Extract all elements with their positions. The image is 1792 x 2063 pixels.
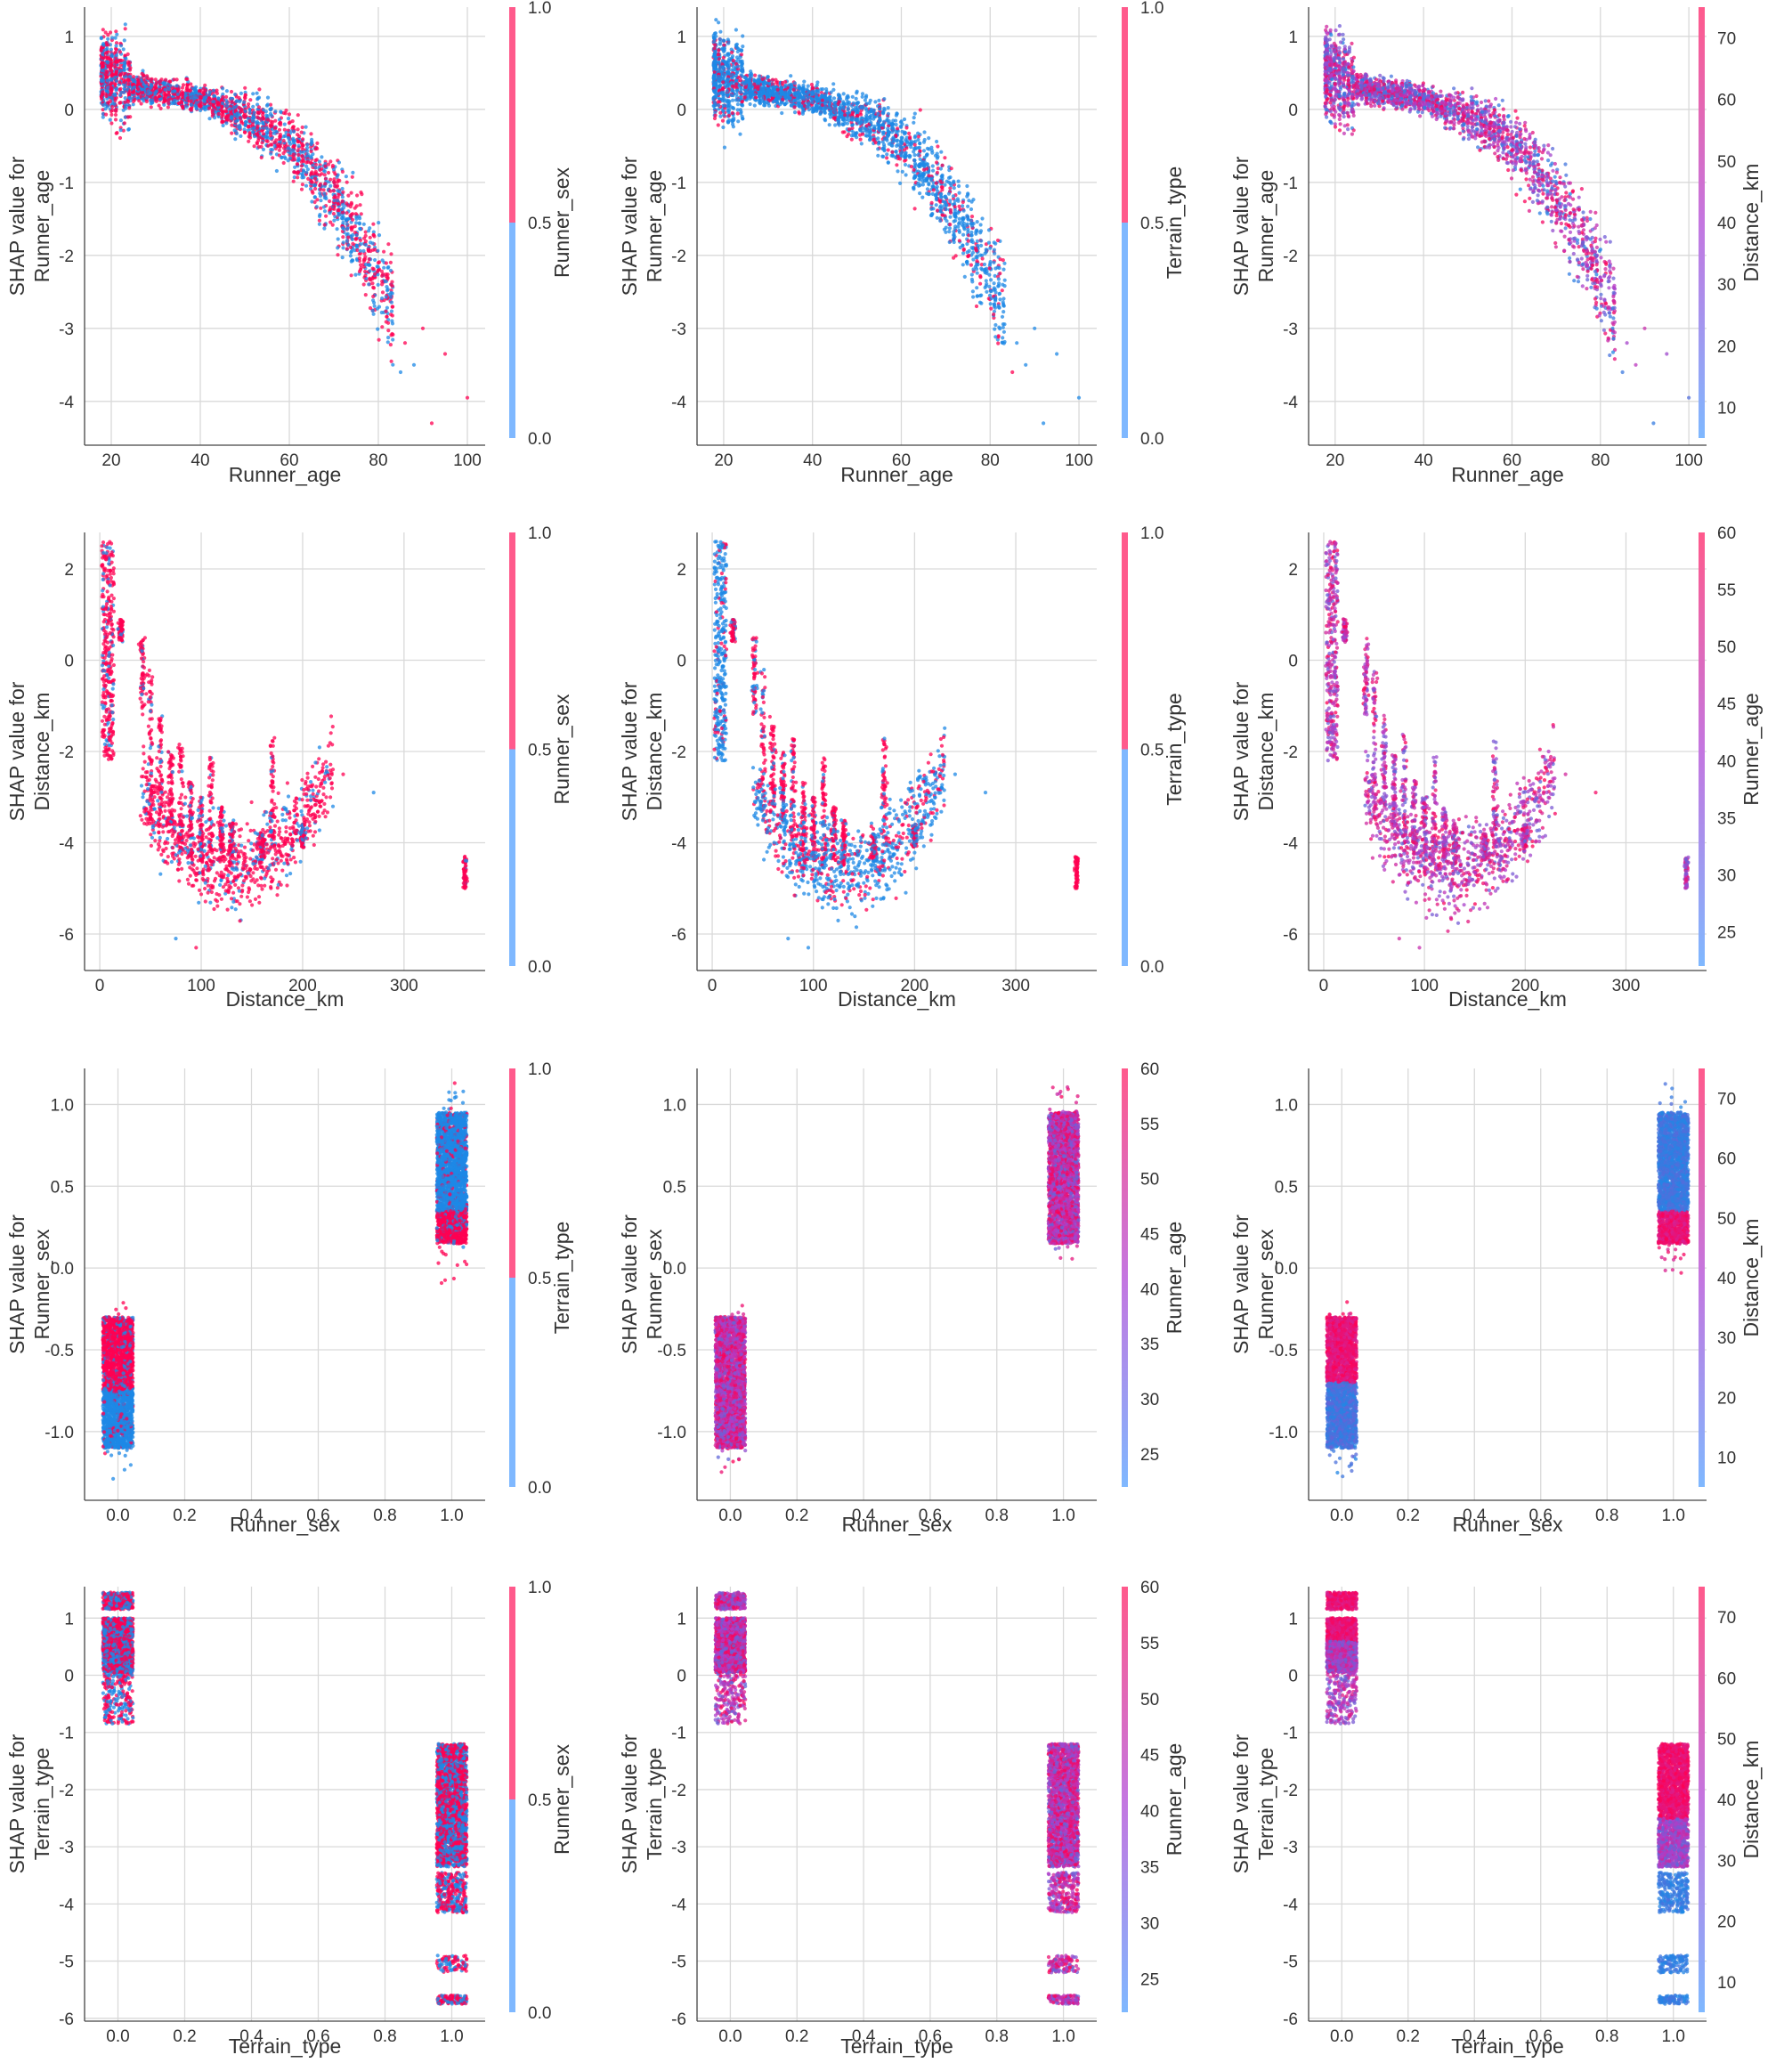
data-point [287,117,290,120]
data-point [230,90,233,93]
data-point [222,124,225,127]
data-point [336,253,339,256]
data-point [328,199,331,203]
shap-dependence-figure: 20 40 60 80 10010-1-2-3-4Runner_ageSHAP valu… [0,0,1792,2063]
data-point [322,227,326,231]
data-point [292,180,296,183]
data-point [150,105,153,109]
data-point [101,28,105,31]
data-point [351,171,354,175]
data-point [323,209,327,213]
data-point [386,340,390,344]
data-point [302,168,305,172]
data-point [349,254,353,257]
data-point [349,250,353,254]
data-point [158,103,161,107]
data-point [106,37,109,41]
data-point [350,273,353,277]
data-point [332,219,336,223]
data-point [372,313,376,316]
data-point [114,118,118,121]
data-point [345,181,349,184]
data-point [320,155,323,158]
data-point [304,184,308,188]
data-point [382,266,385,270]
data-point [216,96,220,100]
data-point [353,273,357,277]
data-point [304,126,308,129]
scatter-points [99,22,469,425]
data-point [337,237,340,240]
data-point [273,110,277,113]
data-point [354,221,358,224]
data-point [296,113,300,117]
data-point [386,336,390,339]
data-point [353,207,357,210]
data-point [327,171,330,175]
data-point [328,184,332,188]
